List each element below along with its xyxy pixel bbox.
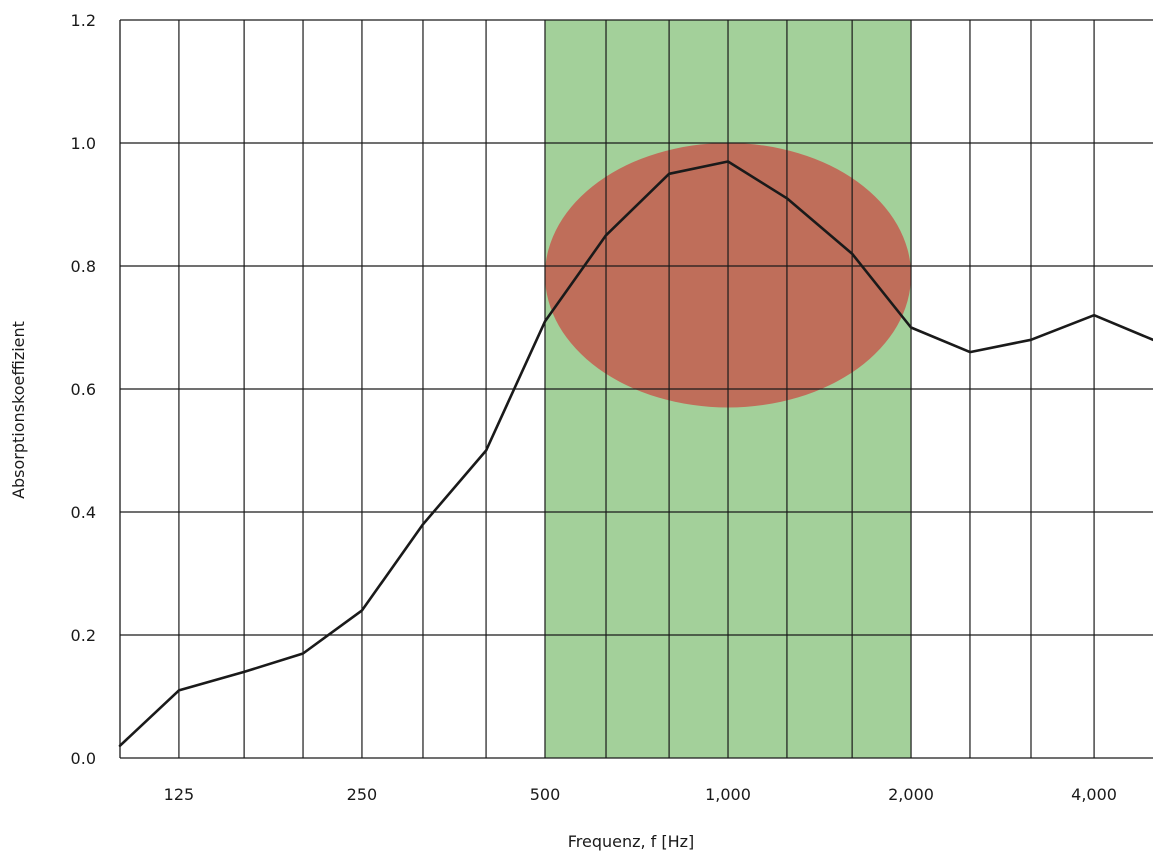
x-tick-label: 500 [530,785,561,804]
y-tick-label: 0.8 [71,257,96,276]
y-tick-label: 1.2 [71,11,96,30]
y-tick-label: 1.0 [71,134,96,153]
y-tick-label: 0.4 [71,503,96,522]
y-tick-label: 0.6 [71,380,96,399]
y-tick-label: 0.2 [71,626,96,645]
x-tick-label: 4,000 [1071,785,1117,804]
y-tick-label: 0.0 [71,749,96,768]
x-axis-title: Frequenz, f [Hz] [568,832,695,851]
x-tick-label: 250 [347,785,378,804]
x-tick-label: 1,000 [705,785,751,804]
y-axis-title: Absorptionskoeffizient [9,321,28,499]
x-tick-label: 2,000 [888,785,934,804]
series-line [118,160,1153,748]
x-tick-label: 125 [164,785,195,804]
